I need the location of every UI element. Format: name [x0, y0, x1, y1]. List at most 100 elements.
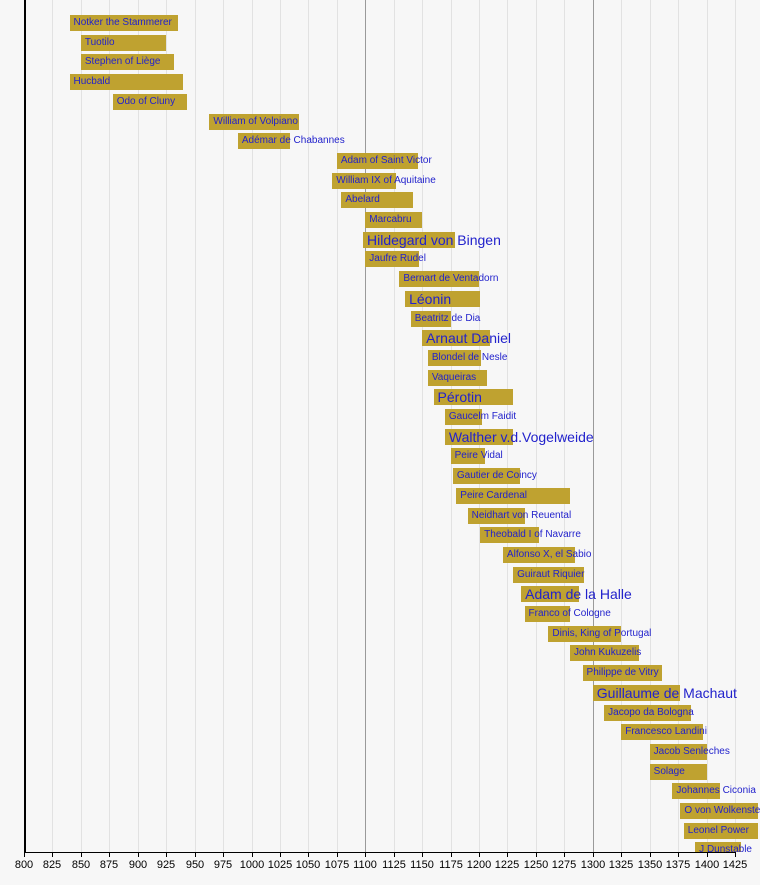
gridline-1375 [678, 0, 679, 852]
timeline-bar-row[interactable]: Peire Vidal [450, 448, 503, 465]
timeline-bar-row[interactable]: Hucbald [69, 74, 184, 91]
timeline-bar[interactable] [680, 803, 758, 819]
timeline-bar-row[interactable]: Blondel de Nesle [427, 349, 507, 366]
timeline-bar-row[interactable]: J Dunstable [695, 842, 752, 852]
timeline-bar-row[interactable]: Walther v.d.Vogelweide [444, 428, 594, 445]
timeline-bar-row[interactable]: Gaucelm Faidit [444, 409, 516, 425]
timeline-bar-row[interactable]: Theobald I of Navarre [480, 527, 581, 544]
timeline-bar[interactable] [336, 152, 418, 169]
tick-label-1400: 1400 [694, 859, 720, 871]
timeline-bar-row[interactable]: Guiraut Riquier [513, 566, 584, 583]
tick-mark-800 [24, 852, 25, 857]
timeline-bar[interactable] [649, 743, 707, 760]
timeline-bar[interactable] [467, 507, 525, 524]
timeline-bar-row[interactable]: Alfonso X, el Sabio [502, 546, 591, 563]
timeline-bar[interactable] [592, 684, 681, 701]
timeline-bar[interactable] [399, 271, 480, 288]
tick-label-800: 800 [14, 859, 34, 871]
timeline-bar[interactable] [450, 448, 485, 465]
timeline-bar-row[interactable]: Vaqueiras [427, 369, 487, 386]
timeline-bar[interactable] [502, 546, 575, 563]
timeline-bar[interactable] [427, 349, 482, 366]
tick-mark-950 [195, 852, 196, 857]
timeline-bar-row[interactable]: William of Volpiano [209, 113, 300, 130]
timeline-bar[interactable] [410, 310, 451, 327]
timeline-bar[interactable] [237, 133, 291, 150]
timeline-bar-row[interactable]: Dinis, King of Portugal [548, 625, 651, 642]
timeline-bar[interactable] [452, 468, 520, 485]
timeline-bar[interactable] [209, 113, 300, 130]
timeline-bar-row[interactable]: Léonin [405, 290, 481, 307]
timeline-bar[interactable] [365, 251, 419, 268]
timeline-bar-row[interactable]: Peire Cardenal [456, 487, 571, 504]
timeline-bar[interactable] [480, 527, 540, 544]
timeline-bar-row[interactable]: Odo of Cluny [112, 93, 187, 110]
timeline-bar[interactable] [513, 566, 584, 583]
timeline-bar[interactable] [524, 606, 571, 622]
tick-label-1325: 1325 [608, 859, 634, 871]
timeline-bar[interactable] [69, 74, 184, 91]
tick-mark-1250 [536, 852, 537, 857]
timeline-bar[interactable] [570, 645, 640, 662]
timeline-bar-row[interactable]: Johannes Ciconia [672, 783, 756, 800]
timeline-bar[interactable] [422, 330, 491, 347]
timeline-bar-row[interactable]: Hildegard von Bingen [363, 231, 501, 248]
timeline-bar[interactable] [683, 822, 758, 839]
timeline-bar[interactable] [365, 212, 423, 228]
timeline-bar-row[interactable]: John Kukuzelis [570, 645, 641, 662]
gridline-875 [109, 0, 110, 852]
timeline-bar[interactable] [672, 783, 721, 800]
timeline-bar-row[interactable]: O von Wolkenstein [680, 803, 760, 819]
timeline-bar[interactable] [444, 428, 514, 445]
timeline-bar[interactable] [604, 704, 691, 721]
timeline-bar-row[interactable]: Leonel Power [683, 822, 758, 839]
timeline-bar-row[interactable]: Neidhart von Reuental [467, 507, 571, 524]
timeline-bar[interactable] [521, 586, 580, 603]
timeline-bar-row[interactable]: Adémar de Chabannes [237, 133, 345, 150]
timeline-bar[interactable] [363, 231, 456, 248]
timeline-bar[interactable] [649, 763, 707, 780]
tick-mark-1150 [422, 852, 423, 857]
timeline-bar[interactable] [112, 93, 187, 110]
timeline-bar-row[interactable]: Notker the Stammerer [69, 15, 178, 31]
timeline-bar[interactable] [80, 54, 175, 71]
tick-label-1300: 1300 [580, 859, 606, 871]
timeline-bar-row[interactable]: Franco of Cologne [524, 606, 611, 622]
timeline-bar-row[interactable]: Beatritz de Dia [410, 310, 480, 327]
timeline-bar-row[interactable]: Jacob Senleches [649, 743, 730, 760]
timeline-bar[interactable] [621, 724, 704, 741]
tick-label-1425: 1425 [722, 859, 748, 871]
gridline-850 [81, 0, 82, 852]
timeline-bar-row[interactable]: William IX of Aquitaine [332, 172, 436, 189]
timeline-bar-row[interactable]: Solage [649, 763, 707, 780]
timeline-bar-row[interactable]: Pérotin [433, 389, 514, 406]
timeline-bar-row[interactable]: Francesco Landini [621, 724, 707, 741]
tick-mark-825 [52, 852, 53, 857]
timeline-bar[interactable] [80, 34, 167, 51]
timeline-bar-row[interactable]: Stephen of Liège [80, 54, 175, 71]
timeline-bar[interactable] [341, 192, 414, 209]
timeline-bar[interactable] [69, 15, 178, 31]
timeline-bar[interactable] [332, 172, 396, 189]
timeline-bar-row[interactable]: Marcabru [365, 212, 423, 228]
timeline-bar-row[interactable]: Philippe de Vitry [582, 665, 663, 682]
timeline-bar-row[interactable]: Adam of Saint Victor [336, 152, 432, 169]
timeline-bar[interactable] [456, 487, 571, 504]
timeline-bar[interactable] [582, 665, 663, 682]
timeline-bar-row[interactable]: Adam de la Halle [521, 586, 632, 603]
timeline-bar[interactable] [405, 290, 481, 307]
timeline-bar-row[interactable]: Abelard [341, 192, 414, 209]
timeline-bar[interactable] [548, 625, 622, 642]
timeline-bar-row[interactable]: Jacopo da Bologna [604, 704, 694, 721]
timeline-bar-row[interactable]: Tuotilo [80, 34, 167, 51]
timeline-bar-row[interactable]: Guillaume de Machaut [592, 684, 737, 701]
timeline-bar-row[interactable]: Arnaut Daniel [422, 330, 511, 347]
timeline-bar[interactable] [427, 369, 487, 386]
timeline-bar-row[interactable]: Bernart de Ventadorn [399, 271, 498, 288]
gridline-825 [52, 0, 53, 852]
timeline-bar[interactable] [433, 389, 514, 406]
timeline-bar-row[interactable]: Gautier de Coincy [452, 468, 537, 485]
timeline-bar[interactable] [695, 842, 741, 852]
timeline-bar[interactable] [444, 409, 483, 425]
timeline-bar-row[interactable]: Jaufre Rudel [365, 251, 426, 268]
